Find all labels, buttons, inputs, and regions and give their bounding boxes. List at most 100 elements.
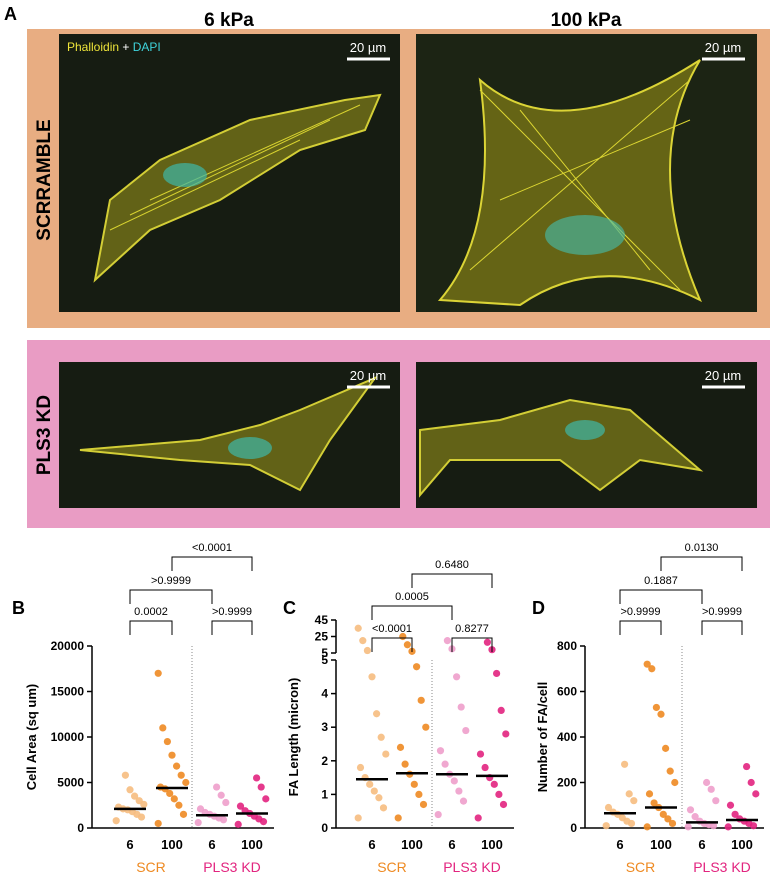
data-point — [497, 706, 505, 715]
data-point — [168, 751, 176, 759]
y-tick-label: 2 — [321, 754, 328, 768]
y-tick-label: 0 — [570, 821, 577, 835]
y-axis-label: FA Length (micron) — [286, 678, 301, 797]
column-header: 6 kPa — [204, 10, 254, 31]
data-point — [179, 810, 188, 818]
p-value: 0.0002 — [134, 606, 168, 618]
data-point — [502, 730, 510, 738]
data-point — [121, 771, 129, 779]
data-point — [602, 822, 610, 830]
data-point — [213, 783, 221, 791]
y-tick-label: 5000 — [57, 776, 84, 790]
p-value: <0.0001 — [192, 542, 232, 554]
p-value: 0.0005 — [395, 591, 429, 603]
data-point — [173, 762, 181, 770]
group-label: SCR — [377, 859, 407, 875]
stain-legend: Phalloidin + DAPI — [67, 40, 161, 54]
data-point — [163, 737, 171, 746]
data-point — [359, 637, 367, 645]
p-value: >0.9999 — [212, 606, 252, 618]
data-point — [621, 760, 629, 768]
p-value: >0.9999 — [702, 606, 742, 618]
data-point — [650, 799, 658, 807]
comparison-bracket — [701, 620, 743, 635]
data-point — [684, 823, 692, 831]
y-tick-label: 400 — [557, 730, 577, 744]
p-value: 0.1887 — [644, 575, 678, 587]
data-point — [495, 790, 503, 799]
y-tick-label: 20000 — [51, 639, 85, 653]
row-label: SCRRAMBLE — [34, 119, 55, 240]
data-point — [234, 820, 242, 828]
data-point — [377, 733, 385, 741]
data-point — [135, 797, 143, 805]
data-point — [436, 747, 445, 755]
data-point — [363, 646, 371, 655]
x-tick-label: 6 — [368, 837, 375, 852]
data-point — [366, 780, 374, 788]
x-tick-label: 100 — [481, 837, 503, 852]
data-point — [401, 760, 409, 768]
data-point — [483, 638, 491, 646]
comparison-bracket — [129, 589, 213, 604]
micrograph — [416, 34, 757, 312]
data-point — [712, 797, 720, 805]
data-point — [194, 818, 202, 827]
row-label: PLS3 KD — [34, 395, 55, 475]
data-point — [652, 703, 661, 712]
comparison-bracket — [451, 637, 493, 652]
data-point — [410, 780, 418, 788]
data-point — [668, 819, 677, 828]
y-tick-label: 4 — [321, 687, 328, 701]
data-point — [170, 795, 178, 803]
y-axis-label: Cell Area (sq um) — [24, 684, 39, 790]
data-point — [222, 798, 230, 807]
data-point — [166, 789, 174, 798]
data-point — [217, 791, 225, 799]
data-point — [643, 660, 651, 668]
data-point — [455, 787, 463, 795]
comparison-bracket — [411, 573, 493, 588]
data-point — [382, 750, 390, 758]
y-tick-label: 10000 — [51, 730, 85, 744]
panel-label: C — [283, 598, 296, 618]
data-point — [375, 794, 383, 802]
data-point — [154, 669, 162, 677]
data-point — [126, 786, 134, 794]
x-tick-label: 100 — [401, 837, 423, 852]
y-tick-label: 45 — [315, 613, 329, 627]
p-value: 0.6480 — [435, 559, 469, 571]
data-point — [462, 726, 470, 735]
scale-bar-label: 20 µm — [705, 368, 741, 383]
data-point — [131, 792, 139, 800]
data-point — [394, 814, 402, 822]
data-point — [645, 790, 654, 798]
data-point — [419, 800, 428, 809]
data-point — [657, 710, 665, 718]
data-point — [182, 778, 190, 787]
data-point — [373, 710, 381, 718]
data-point — [691, 813, 699, 821]
data-point — [379, 804, 388, 812]
comparison-bracket — [371, 637, 413, 652]
data-point — [747, 778, 755, 787]
data-point — [368, 673, 376, 681]
x-tick-label: 6 — [208, 837, 215, 852]
data-point — [707, 785, 715, 793]
stain-label: DAPI — [133, 40, 161, 54]
y-tick-label: 0 — [77, 821, 84, 835]
data-point — [175, 801, 183, 809]
data-point — [354, 814, 362, 822]
micrograph — [59, 34, 400, 312]
data-point — [743, 762, 751, 771]
y-tick-label: 5 — [321, 653, 328, 667]
data-point — [415, 790, 423, 799]
y-tick-label: 5 — [321, 646, 328, 660]
micrograph — [416, 362, 757, 508]
comparison-bracket — [171, 556, 253, 571]
data-point — [434, 810, 442, 819]
stain-label: Phalloidin — [67, 40, 119, 54]
x-tick-label: 6 — [616, 837, 623, 852]
data-point — [354, 624, 362, 632]
